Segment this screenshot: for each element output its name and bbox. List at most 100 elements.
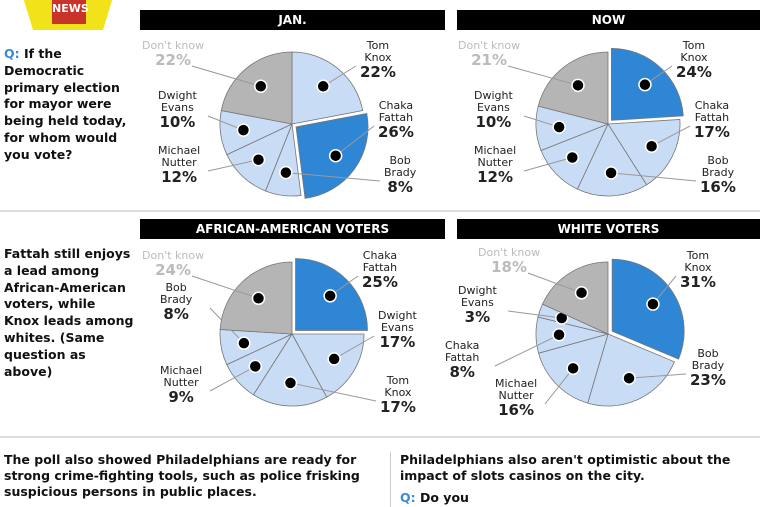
slice-name: Don't know <box>458 39 521 52</box>
slice-percent: 17% <box>694 123 730 141</box>
slice-marker <box>644 139 659 153</box>
slice-percent: 22% <box>360 63 396 81</box>
divider <box>0 210 760 212</box>
slice-label: Michael Nutter 12% <box>158 144 201 186</box>
slice-percent: 3% <box>464 308 491 326</box>
slice-name: Bob Brady <box>691 347 725 372</box>
leader-line <box>544 368 574 405</box>
chart-title-white: WHITE VOTERS <box>457 219 760 239</box>
divider <box>0 436 760 438</box>
slice-percent: 12% <box>161 168 198 186</box>
pie-slice <box>576 123 648 197</box>
slice-percent: 8% <box>387 178 413 196</box>
slice-label: Chaka Fattah 17% <box>694 100 730 141</box>
slice-marker <box>279 165 293 180</box>
slice-marker <box>254 79 268 94</box>
slice-name: Tom Knox <box>684 249 712 274</box>
slice-marker <box>565 150 580 165</box>
leader-line <box>207 159 259 172</box>
slice-percent: 24% <box>155 261 191 279</box>
pie-slice <box>291 333 365 398</box>
pie-slice <box>252 333 328 407</box>
leader-line <box>333 335 375 360</box>
slice-marker <box>316 79 330 94</box>
leader-line <box>629 373 687 379</box>
slice-label: Dwight Evans 3% <box>458 284 497 326</box>
slice-percent: 16% <box>498 401 535 419</box>
slice-name: Tom Knox <box>384 374 412 399</box>
leader-line <box>191 65 261 87</box>
slice-percent: 21% <box>471 51 507 69</box>
leader-line <box>290 382 377 402</box>
slice-name: Michael Nutter <box>160 364 203 389</box>
slice-percent: 22% <box>155 51 191 69</box>
leader-line <box>209 365 256 392</box>
leader-line <box>507 65 579 86</box>
chart-title-now: NOW <box>457 10 760 30</box>
leader-line <box>191 275 259 299</box>
slice-label: Bob Brady 8% <box>160 281 193 323</box>
slice-marker <box>251 291 266 306</box>
slice-name: Chaka Fattah <box>378 99 414 124</box>
slice-name: Michael Nutter <box>495 377 538 402</box>
slice-label: Dwight Evans 10% <box>158 89 197 131</box>
slice-percent: 17% <box>379 333 416 351</box>
slice-percent: 10% <box>159 113 196 131</box>
casino-poll-text: Philadelphians also aren't optimistic ab… <box>400 452 731 505</box>
slice-marker <box>327 352 341 366</box>
slice-percent: 25% <box>362 273 398 291</box>
leader-line <box>651 125 691 147</box>
slice-label: Tom Knox 24% <box>676 39 712 81</box>
slice-name: Michael Nutter <box>158 144 201 169</box>
slice-name: Tom Knox <box>680 39 708 64</box>
slice-name: Dwight Evans <box>458 284 497 309</box>
slice-marker <box>552 120 566 134</box>
slice-name: Bob Brady <box>384 154 417 179</box>
pie-slice <box>541 261 609 335</box>
slice-name: Dwight Evans <box>378 309 417 334</box>
column-divider <box>390 452 391 507</box>
slice-marker <box>604 166 618 180</box>
slice-percent: 18% <box>491 258 527 276</box>
slice-label: Tom Knox 31% <box>680 249 716 291</box>
leader-line <box>527 272 582 294</box>
slice-label: Dwight Evans 10% <box>474 89 513 131</box>
chart-title-african-american: AFRICAN-AMERICAN VOTERS <box>140 219 445 239</box>
leader-line <box>523 157 573 172</box>
slice-label: Chaka Fattah 8% <box>445 339 480 381</box>
crime-poll-text: The poll also showed Philadelphians are … <box>4 452 360 499</box>
slice-name: Bob Brady <box>160 281 193 306</box>
slice-percent: 8% <box>163 305 189 323</box>
slice-marker <box>566 361 580 376</box>
slice-marker <box>248 359 263 374</box>
slice-marker <box>638 77 652 92</box>
slice-label: Michael Nutter 16% <box>495 377 538 419</box>
slice-name: Dwight Evans <box>158 89 197 114</box>
pie-slice <box>587 333 675 407</box>
leader-line <box>507 310 562 319</box>
slice-label: Tom Knox 17% <box>380 374 416 416</box>
slice-percent: 16% <box>700 178 736 196</box>
slice-name: Bob Brady <box>701 154 735 179</box>
leader-line <box>285 172 381 182</box>
slice-label: Michael Nutter 9% <box>160 364 203 406</box>
slice-label: Chaka Fattah 25% <box>362 250 398 291</box>
slice-percent: 8% <box>449 363 475 381</box>
slice-label: Dwight Evans 17% <box>378 309 417 351</box>
slice-label: Michael Nutter 12% <box>474 145 516 186</box>
slice-name: Dwight Evans <box>474 89 513 114</box>
slice-percent: 24% <box>676 63 712 81</box>
slice-marker <box>646 297 660 311</box>
slice-name: Don't know <box>142 249 205 262</box>
newspaper-logo: NEWS <box>22 0 114 30</box>
slice-label: Don't know 18% <box>478 247 540 276</box>
pie-slice <box>611 258 685 360</box>
slice-label: Bob Brady 16% <box>700 154 736 196</box>
slice-marker <box>574 286 589 300</box>
slice-label: Bob Brady 8% <box>384 154 417 196</box>
leader-line <box>611 172 697 182</box>
slice-name: Chaka Fattah <box>445 339 480 364</box>
slice-percent: 23% <box>690 371 726 389</box>
leader-line <box>335 125 375 157</box>
